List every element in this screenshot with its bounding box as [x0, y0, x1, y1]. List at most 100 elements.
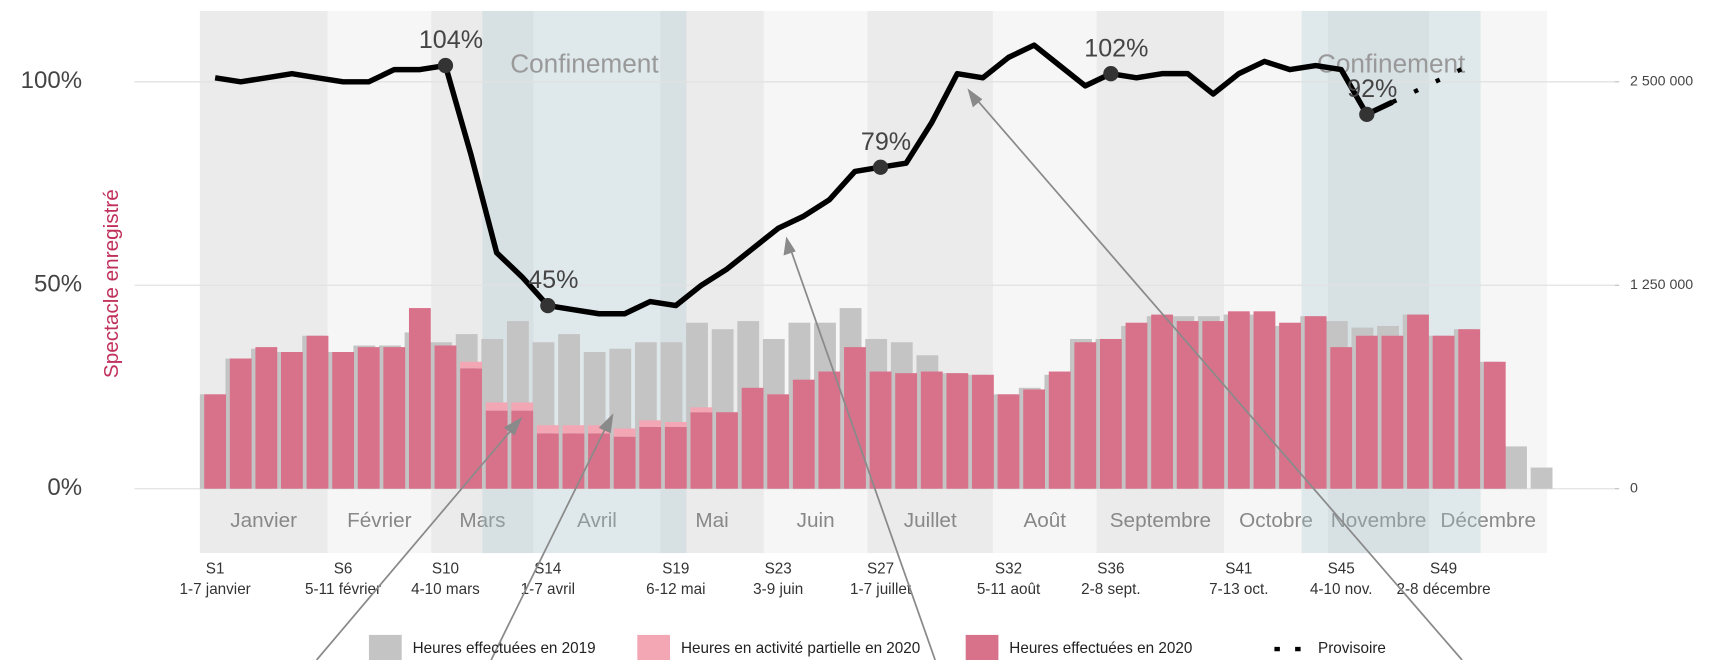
- month-label: Août: [1023, 509, 1066, 532]
- x-tick-date: 2-8 sept.: [1081, 581, 1140, 598]
- bar-2020: [639, 426, 662, 489]
- y-axis-label: Spectacle enregistré: [100, 189, 123, 378]
- bar-2019: [1530, 467, 1553, 489]
- x-tick-date: 2-8 décembre: [1396, 581, 1490, 598]
- x-tick-date: 1-7 juillet: [850, 581, 912, 598]
- arrow: [789, 247, 936, 660]
- x-tick-label: S19: [662, 560, 689, 577]
- x-tick-date: 1-7 janvier: [179, 581, 250, 598]
- bar-2020: [664, 426, 687, 489]
- bar-partial-2020: [511, 402, 534, 411]
- bar-2020: [792, 379, 815, 489]
- legend-label: Heures effectuées en 2019: [413, 640, 596, 657]
- bar-2020: [255, 347, 278, 489]
- x-tick-label: S41: [1225, 560, 1252, 577]
- month-label: Décembre: [1440, 509, 1536, 532]
- bar-2020: [1253, 311, 1276, 489]
- bar-2020: [741, 387, 764, 489]
- arrow: [315, 424, 516, 660]
- arrow-head: [503, 416, 523, 436]
- arrows: [315, 88, 1463, 660]
- x-tick-label: S1: [206, 560, 225, 577]
- line: [214, 42, 1394, 317]
- point-label: 104%: [419, 26, 483, 54]
- arrow-head: [598, 413, 614, 434]
- x-tick-label: S27: [867, 560, 894, 577]
- bar-2020: [690, 412, 713, 489]
- x-tick-date: 6-12 mai: [646, 581, 705, 598]
- month-label: Janvier: [230, 509, 297, 532]
- bar-partial-2020: [485, 402, 508, 411]
- legend-label: Provisoire: [1318, 640, 1386, 657]
- x-tick-label: S23: [765, 560, 792, 577]
- x-tick-label: S45: [1328, 560, 1355, 577]
- point-label: 79%: [861, 128, 911, 156]
- x-tick-date: 7-13 oct.: [1209, 581, 1268, 598]
- y-tick-label: 0%: [47, 474, 82, 501]
- month-label: Avril: [577, 509, 617, 532]
- x-tick-date: 4-10 nov.: [1310, 581, 1373, 598]
- legend: Heures effectuées en 2019 Heures en activ…: [368, 634, 1386, 660]
- month-label: Juillet: [904, 509, 957, 532]
- bar-2020: [895, 373, 918, 489]
- lockdown-label: Confinement: [1317, 48, 1466, 78]
- x-tick-label: S6: [334, 560, 353, 577]
- bar-2020: [1227, 311, 1250, 489]
- legend-label: Heures en activité partielle en 2020: [681, 640, 920, 657]
- y2-tick-label: 2 500 000: [1630, 74, 1693, 90]
- bar-partial-2020: [588, 425, 610, 434]
- bar-2020: [306, 335, 329, 489]
- bar-2020: [588, 433, 610, 489]
- bar-partial-2020: [562, 425, 585, 434]
- arrow-head: [783, 236, 796, 256]
- x-tick-date: 5-11 août: [977, 581, 1041, 598]
- bar-2020: [1048, 371, 1071, 489]
- legend-swatch: [965, 634, 999, 660]
- lockdown-label: Confinement: [510, 48, 659, 78]
- bar-2020: [511, 410, 534, 489]
- bar-2020: [1074, 342, 1097, 489]
- bar-2020: [997, 394, 1020, 489]
- x-tick-label: S10: [432, 560, 459, 577]
- bar-2020: [1125, 322, 1148, 489]
- x-tick-label: S32: [995, 560, 1022, 577]
- point-label: 92%: [1347, 75, 1397, 103]
- bar-2020: [844, 347, 866, 489]
- x-tick-date: 3-9 juin: [753, 581, 803, 598]
- bar-2020: [946, 373, 969, 489]
- bar-partial-2020: [639, 420, 662, 427]
- bar-2020: [1304, 316, 1327, 489]
- arrow: [974, 97, 1463, 660]
- bar-2020: [1023, 389, 1046, 489]
- month-label: Février: [347, 509, 412, 532]
- arrow-head: [967, 88, 983, 108]
- legend-label: Heures effectuées en 2020: [1009, 640, 1192, 657]
- bar-partial-2020: [690, 407, 713, 413]
- y-tick-label: 50%: [34, 271, 82, 298]
- arrow: [490, 422, 609, 660]
- bar-2020: [229, 358, 252, 489]
- legend-swatch: [637, 634, 671, 660]
- plot: 0% 50% 100% 0 1 250 000 2 500 000 S1 1-7 janvie…: [21, 26, 1694, 598]
- bar-2020: [332, 352, 355, 489]
- bar-2020: [460, 368, 482, 489]
- y2-tick-label: 1 250 000: [1630, 277, 1693, 293]
- legend-swatch: [368, 634, 402, 660]
- bar-2020: [1432, 335, 1455, 489]
- x-tick-label: S49: [1430, 560, 1457, 577]
- bar-2020: [485, 410, 508, 489]
- bar-2020: [1483, 361, 1506, 489]
- bar-2020: [716, 412, 738, 489]
- bar-2020: [281, 352, 303, 489]
- bar-2020: [383, 347, 406, 489]
- bar-partial-2020: [664, 421, 687, 427]
- point-label: 102%: [1084, 34, 1148, 62]
- x-tick-date: 1-7 avril: [521, 581, 575, 598]
- bar-2020: [613, 436, 636, 489]
- point: [1103, 66, 1119, 82]
- bar-2020: [1355, 335, 1378, 489]
- month-label: Novembre: [1331, 509, 1427, 532]
- bar-2020: [767, 394, 790, 489]
- bar-2020: [204, 394, 227, 489]
- bar-partial-2020: [613, 428, 636, 437]
